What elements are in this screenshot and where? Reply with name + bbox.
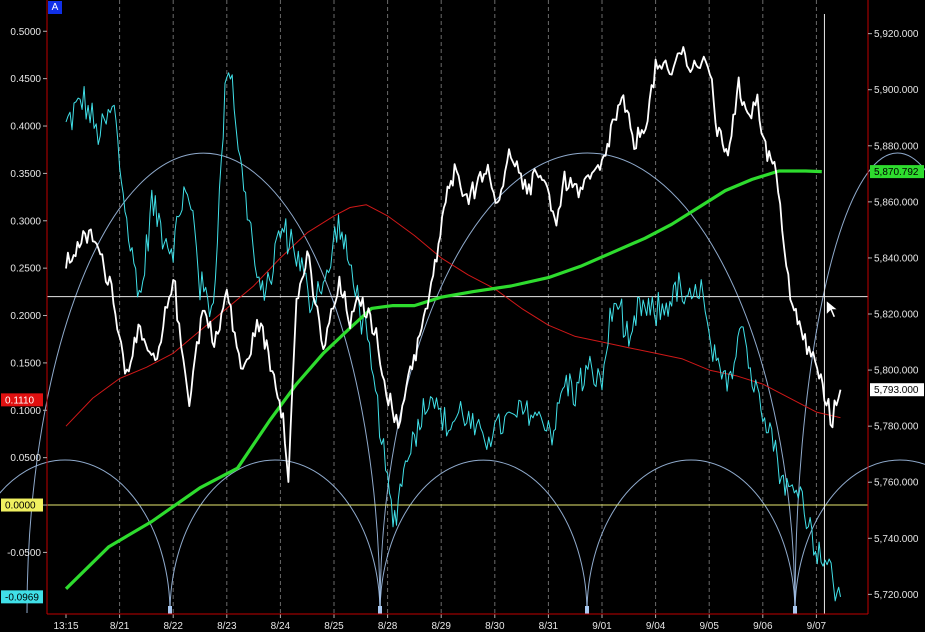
x-tick-label: 8/28 [378,621,398,632]
right-tick-label: 5,720.000 [874,590,919,601]
cycle-low-marker [793,606,797,614]
x-tick-label: 8/21 [110,621,130,632]
left-value-badge-cyan: -0.0969 [5,592,39,603]
x-tick-label: 8/23 [217,621,237,632]
right-value-badge-white: 5,793.000 [874,385,919,396]
x-tick-label: 9/01 [592,621,612,632]
cycle-low-marker [378,606,382,614]
x-tick-label: 8/25 [324,621,344,632]
long-ma-series[interactable] [64,169,822,590]
left-tick-label: 0.1000 [10,406,41,417]
cycle-arc-small [379,459,588,614]
left-value-badge-red: 0.1110 [5,395,35,406]
indicator-series[interactable] [65,72,841,602]
x-tick-label: 9/04 [646,621,666,632]
reference-lines [47,14,868,614]
right-tick-label: 5,760.000 [874,478,919,489]
left-tick-label: 0.0500 [10,453,41,464]
x-tick-label: 8/31 [539,621,559,632]
left-tick-label: 0.5000 [10,27,41,38]
left-tick-label: 0.1500 [10,358,41,369]
x-tick-label: 8/22 [163,621,183,632]
right-tick-label: 5,800.000 [874,366,919,377]
left-value-badge-red-bg [1,393,43,407]
series-layer[interactable] [64,46,842,602]
cycle-low-marker [168,606,172,614]
right-tick-label: 5,880.000 [874,141,919,152]
right-tick-label: 5,860.000 [874,197,919,208]
left-value-badge-cyan-bg [1,590,43,604]
right-value-badge-green-bg [870,165,924,179]
right-tick-label: 5,820.000 [874,310,919,321]
x-tick-label: 8/30 [485,621,505,632]
left-tick-label: 0.3000 [10,216,41,227]
right-tick-label: 5,900.000 [874,85,919,96]
mouse-pointer-icon [826,299,839,319]
right-value-badge-green: 5,870.792 [874,167,919,178]
x-tick-label: 8/29 [431,621,451,632]
left-tick-label: 0.3500 [10,169,41,180]
x-tick-label: 9/05 [699,621,719,632]
panel-badge[interactable]: A [48,1,62,14]
short-ma-series[interactable] [65,204,841,427]
left-tick-label: -0.0500 [7,548,41,559]
cycle-low-marker [585,606,589,614]
right-tick-label: 5,920.000 [874,29,919,40]
cycle-arc-small [586,459,796,614]
left-value-badge-yellow-bg [1,498,43,512]
cycle-arc-small [0,459,171,614]
grid-layer [119,0,817,614]
value-badges: 0.1110 0.0000 -0.0969 5,870.792 5,793.000 [1,165,924,604]
cycle-arc-1 [26,152,381,614]
left-tick-label: 0.4500 [10,74,41,85]
right-tick-label: 5,780.000 [874,422,919,433]
cycle-arc-3 [794,152,925,614]
x-tick-label: 13:15 [53,621,78,632]
axes: 13:15 8/21 8/22 8/23 8/24 8/25 8/28 8/29 8/30 8/3… [7,0,919,632]
price-series[interactable] [65,46,842,483]
cycle-arc-small [169,459,381,614]
x-tick-label: 9/06 [753,621,773,632]
left-value-badge-yellow: 0.0000 [5,501,36,512]
x-tick-label: 8/24 [271,621,291,632]
cycle-arcs [0,152,925,614]
left-tick-label: 0.4000 [10,122,41,133]
left-tick-label: 0.2000 [10,311,41,322]
right-tick-label: 5,840.000 [874,253,919,264]
left-tick-label: 0.2500 [10,264,41,275]
right-tick-label: 5,740.000 [874,534,919,545]
right-value-badge-white-bg [870,383,924,397]
x-tick-label: 9/07 [807,621,827,632]
cycle-arc-small [794,459,925,614]
